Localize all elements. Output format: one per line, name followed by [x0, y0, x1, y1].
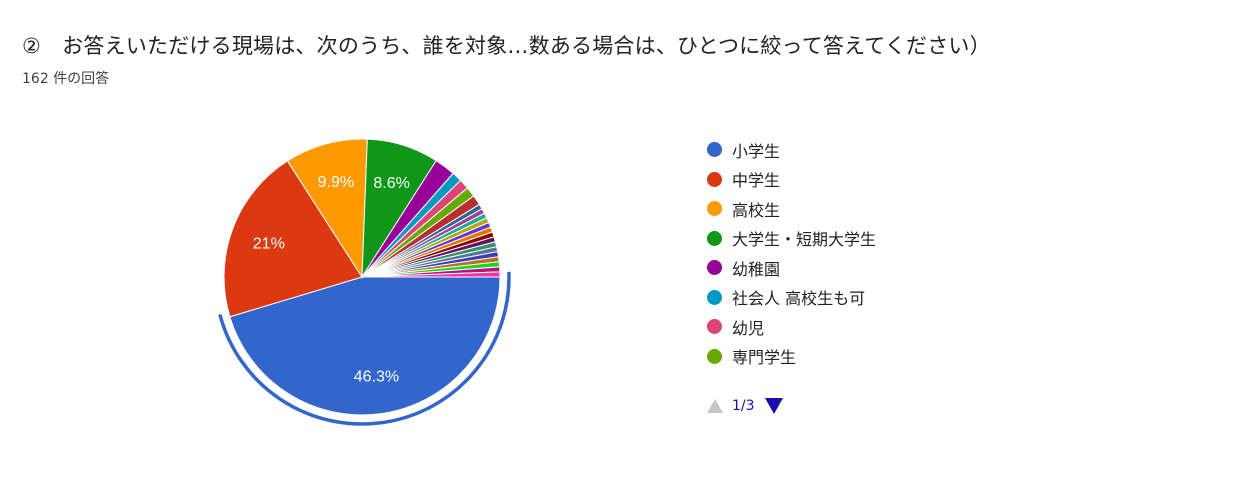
legend-item[interactable]: 中学生 [707, 165, 876, 195]
legend-label: 小学生 [732, 141, 781, 161]
triangle-up-icon [707, 399, 723, 413]
legend-swatch [707, 260, 722, 276]
pie-slice[interactable] [286, 138, 368, 279]
legend-label: 高校生 [732, 200, 781, 220]
legend-item[interactable]: 小学生 [707, 135, 876, 165]
legend-item[interactable]: 専門学生 [707, 342, 876, 372]
legend-swatch [707, 142, 722, 158]
chart-legend: 小学生中学生高校生大学生・短期大学生 幼稚園社会人 高校生も可 幼児専門学生 [707, 135, 876, 371]
legend-swatch [707, 230, 722, 246]
legend-item[interactable]: 社会人 高校生も可 [707, 283, 876, 313]
legend-item[interactable]: 高校生 [707, 194, 876, 224]
question-title: ② お答えいただける現場は、次のうち、誰を対象…数ある場合は、ひとつに絞って答え… [22, 34, 991, 58]
slice-percent-label: 8.6% [373, 175, 409, 192]
legend-label: 幼児 [732, 318, 765, 338]
legend-swatch [707, 348, 722, 364]
pie-slice[interactable] [361, 271, 501, 278]
response-count: 162 件の回答 [22, 71, 110, 87]
legend-swatch [707, 171, 722, 187]
legend-page-indicator: 1/3 [732, 398, 755, 414]
legend-swatch [707, 319, 722, 335]
pie-slice[interactable] [229, 276, 501, 416]
slice-percent-label: 46.3% [354, 368, 399, 385]
legend-pager: 1/3 [707, 398, 783, 414]
slice-percent-label: 21% [253, 236, 285, 253]
triangle-down-icon[interactable] [764, 398, 783, 414]
legend-swatch [707, 289, 722, 305]
pie-slice[interactable] [223, 160, 363, 318]
slice-highlight-ring [218, 271, 511, 426]
legend-swatch [707, 201, 722, 217]
legend-item[interactable]: 大学生・短期大学生 [707, 224, 876, 254]
legend-item[interactable]: 幼児 [707, 312, 876, 342]
legend-label: 幼稚園 [732, 259, 781, 279]
legend-label: 社会人 高校生も可 [732, 289, 866, 309]
legend-label: 大学生・短期大学生 [732, 230, 877, 250]
legend-label: 専門学生 [732, 348, 797, 368]
legend-label: 中学生 [732, 171, 781, 191]
legend-item[interactable]: 幼稚園 [707, 253, 876, 283]
slice-percent-label: 9.9% [318, 174, 354, 191]
